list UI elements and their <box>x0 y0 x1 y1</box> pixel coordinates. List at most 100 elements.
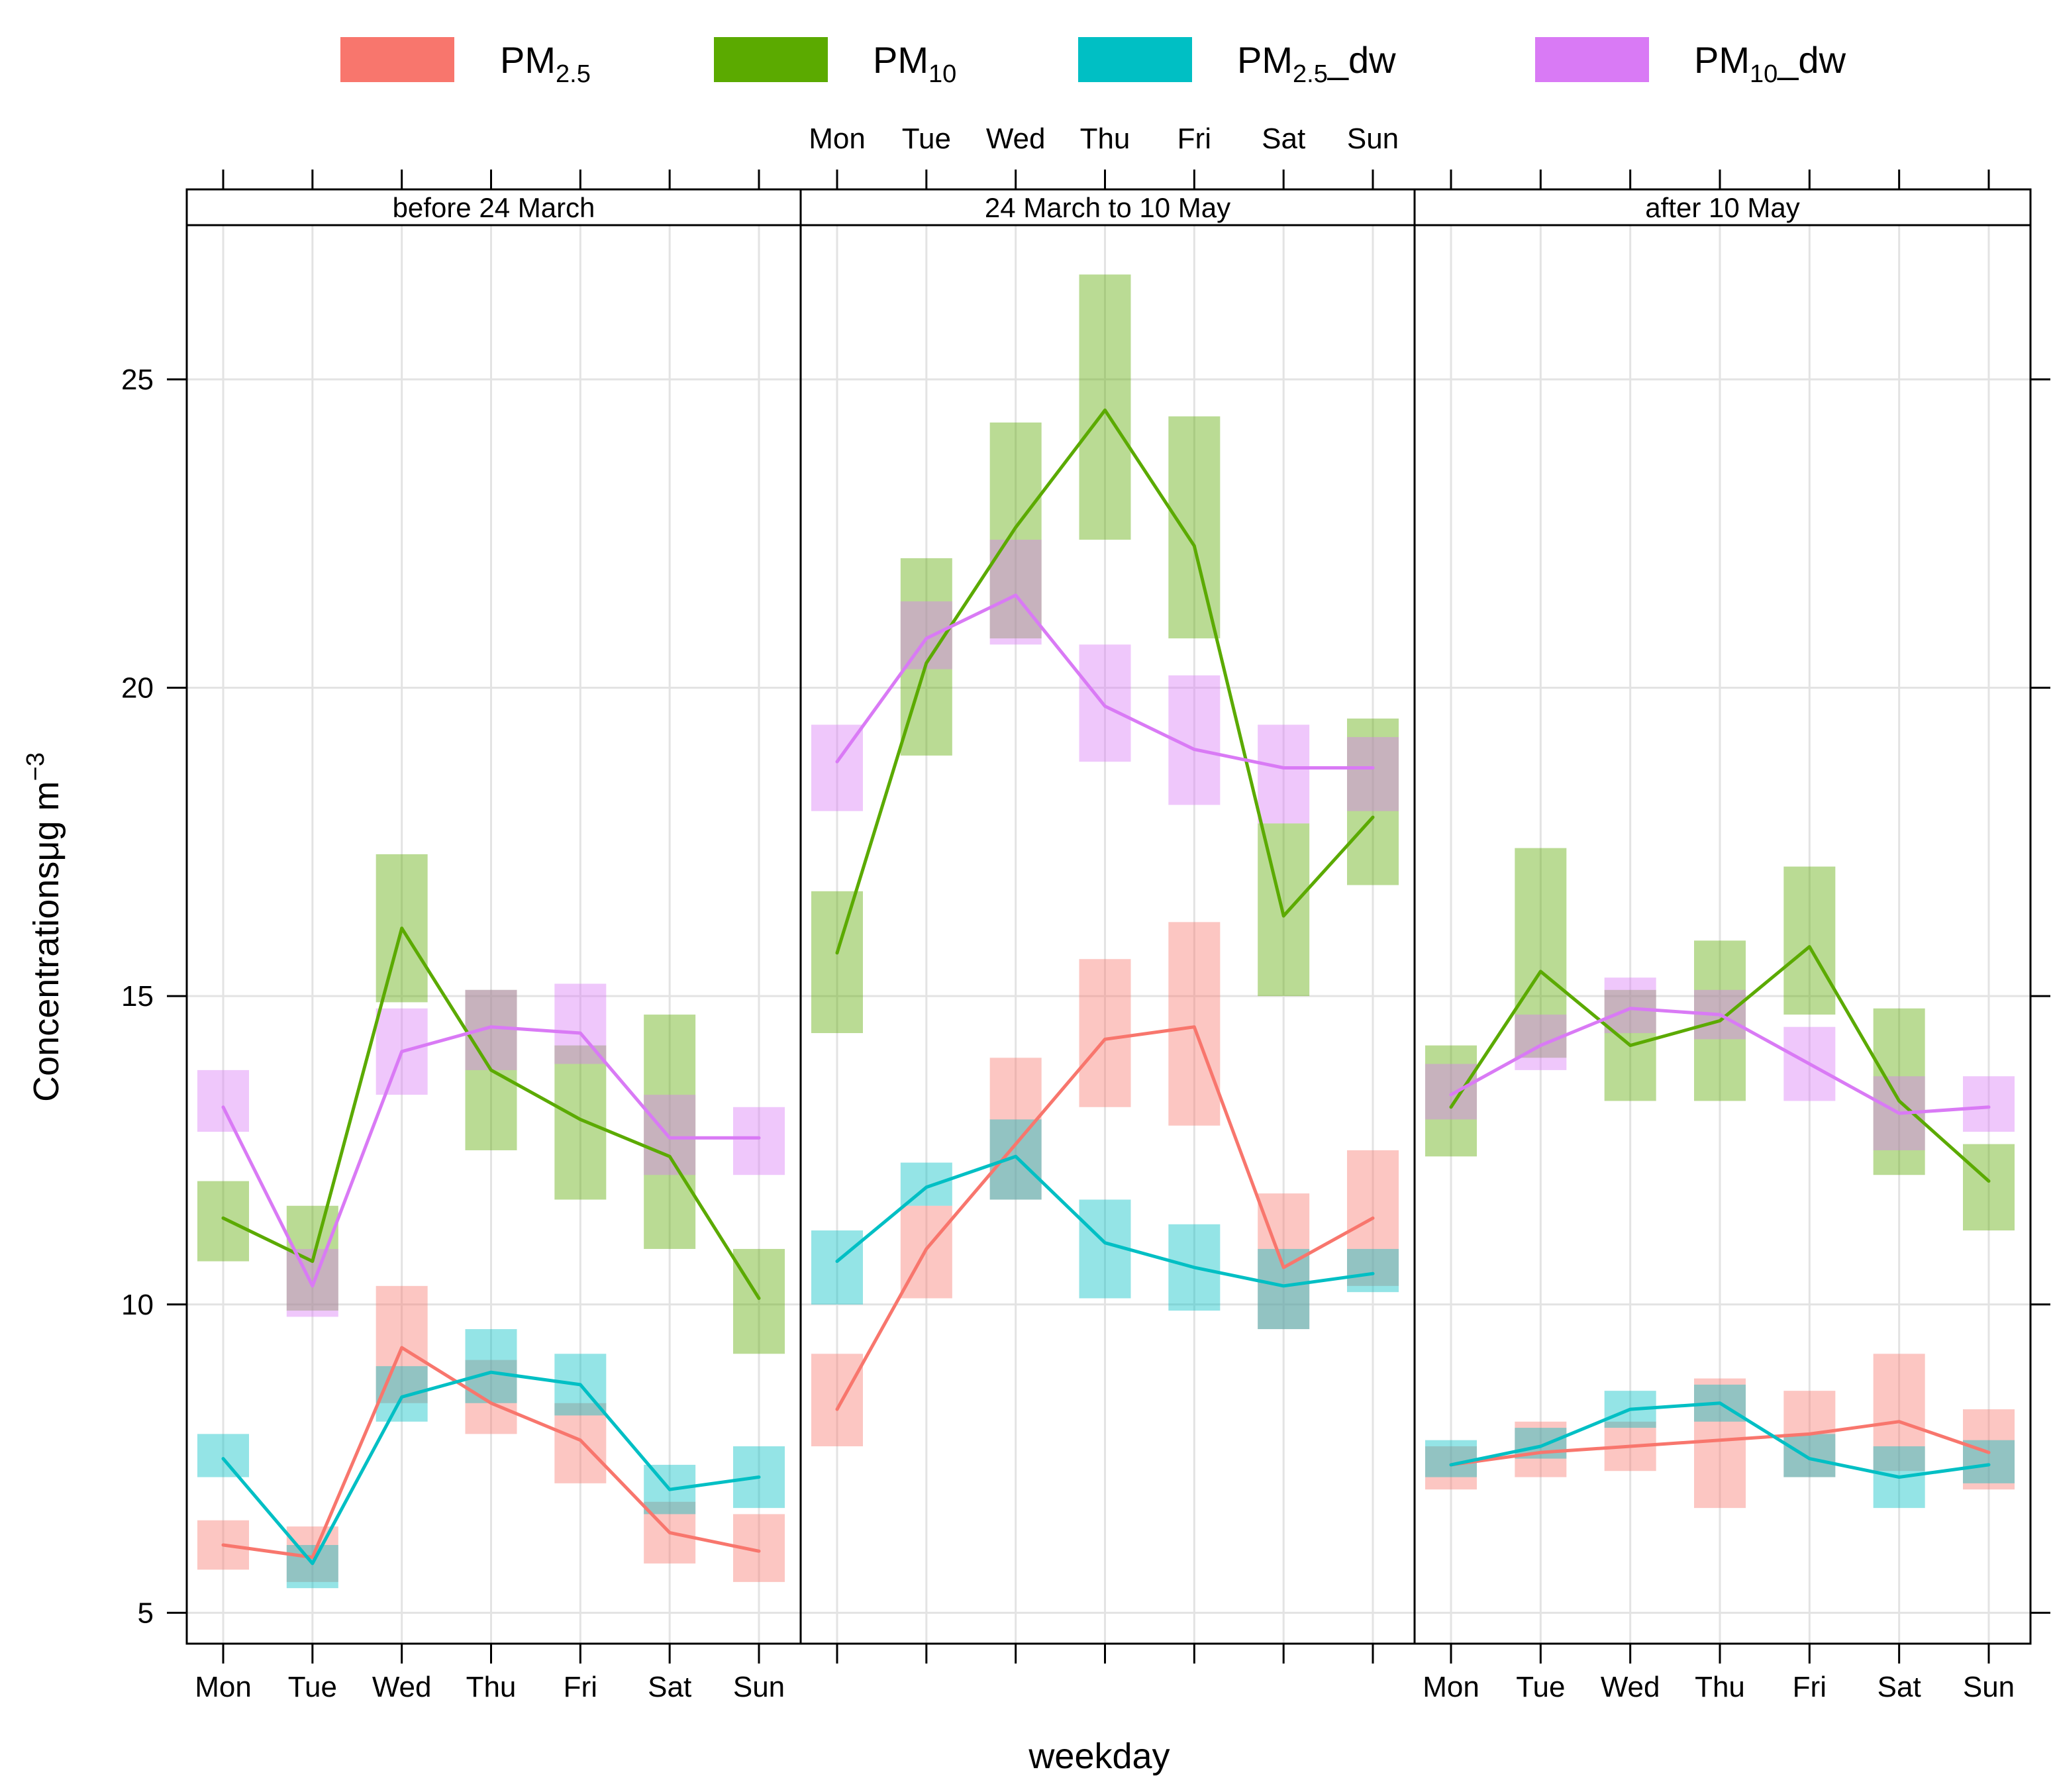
band-pm25dw-p3-Mon <box>1425 1440 1477 1477</box>
band-pm10-p1-Mon <box>197 1181 249 1262</box>
grid <box>187 225 2030 1644</box>
legend-swatch-pm10 <box>714 37 828 82</box>
axes: Mon Tue Wed Thu Fri Sat Sun Mon Tue Wed Thu Fri Sat S… <box>121 123 2050 1703</box>
panel-title-3: after 10 May <box>1645 192 1799 223</box>
band-pm25-p3-Sun <box>1963 1409 2015 1490</box>
x-tick-label-top-Mon: Mon <box>809 123 866 155</box>
x-tick-label-bottom-p3-Mon: Mon <box>1423 1671 1479 1703</box>
band-pm10dw-p2-Thu <box>1079 644 1131 762</box>
band-pm10dw-p2-Sun <box>1347 736 1399 811</box>
legend-item-pm10: PM10 <box>714 37 956 88</box>
legend-item-pm25: PM2.5 <box>340 37 591 88</box>
y-tick-label-20: 20 <box>121 672 154 704</box>
legend-label-pm25dw: PM2.5_dw <box>1237 39 1396 88</box>
band-pm25-p2-Mon <box>811 1354 863 1446</box>
band-pm10-p2-Fri <box>1168 416 1221 638</box>
legend-label-pm25: PM2.5 <box>500 39 591 88</box>
line-pm25-p2 <box>835 1025 1375 1411</box>
x-tick-label-bottom-p1-Sat: Sat <box>648 1671 691 1703</box>
band-pm10-p3-Sun <box>1963 1144 2015 1231</box>
y-axis-title-main: Concentrations <box>26 862 66 1102</box>
x-tick-label-bottom-p3-Wed: Wed <box>1601 1671 1660 1703</box>
band-pm25-p3-Thu <box>1694 1378 1746 1509</box>
band-pm25-p1-Fri <box>554 1403 607 1483</box>
y-tick-label-25: 25 <box>121 364 154 396</box>
y-tick-label-5: 5 <box>138 1597 154 1629</box>
band-pm10-p3-Fri <box>1783 866 1836 1015</box>
band-pm10dw-p1-Fri <box>554 983 607 1064</box>
y-axis-title-exponent: −3 <box>22 752 50 781</box>
x-tick-label-top-Thu: Thu <box>1080 123 1130 155</box>
band-pm10dw-p1-Sun <box>733 1107 785 1175</box>
band-pm10dw-p1-Thu <box>465 989 517 1070</box>
x-tick-label-top-Wed: Wed <box>986 123 1046 155</box>
band-pm10-p1-Fri <box>554 1045 607 1200</box>
panel-frames: before 24 March 24 March to 10 May after 1… <box>185 188 2032 1645</box>
legend: PM2.5 PM10 PM2.5_dw PM10_dw <box>340 37 1846 88</box>
line-pm25dw-p2 <box>835 1154 1375 1288</box>
line-pm25-p1 <box>221 1346 761 1560</box>
x-tick-label-bottom-p1-Wed: Wed <box>372 1671 432 1703</box>
band-pm25dw-p2-Sun <box>1347 1248 1399 1293</box>
band-pm25-p2-Thu <box>1079 959 1131 1107</box>
panel-title-1: before 24 March <box>393 192 595 223</box>
x-tick-label-bottom-p1-Fri: Fri <box>564 1671 597 1703</box>
x-tick-label-top-Sat: Sat <box>1262 123 1305 155</box>
band-pm25dw-p2-Wed <box>989 1119 1042 1200</box>
band-pm25-p1-Wed <box>376 1285 428 1403</box>
band-pm25-p3-Mon <box>1425 1446 1477 1490</box>
panel-strip-2 <box>799 188 1416 226</box>
line-pm10-p1 <box>221 926 761 1300</box>
legend-item-pm25dw: PM2.5_dw <box>1078 37 1396 88</box>
line-pm25dw-p1 <box>221 1370 761 1566</box>
confidence-bands <box>197 274 2015 1589</box>
band-pm10-p1-Sat <box>644 1015 696 1249</box>
legend-label-pm10: PM10 <box>873 39 956 88</box>
x-tick-label-bottom-p3-Sat: Sat <box>1878 1671 1921 1703</box>
band-pm25dw-p2-Tue <box>900 1162 952 1206</box>
band-pm25dw-p1-Mon <box>197 1434 249 1477</box>
line-pm10-p2 <box>835 408 1375 955</box>
x-tick-label-bottom-p3-Thu: Thu <box>1695 1671 1745 1703</box>
band-pm25dw-p1-Tue <box>286 1544 338 1589</box>
band-pm10dw-p3-Wed <box>1604 977 1656 1034</box>
line-pm10dw-p2 <box>835 593 1375 770</box>
x-tick-label-top-Fri: Fri <box>1177 123 1211 155</box>
line-pm25-p3 <box>1449 1420 1991 1467</box>
x-tick-label-bottom-p1-Thu: Thu <box>466 1671 517 1703</box>
band-pm10dw-p3-Tue <box>1515 1015 1567 1070</box>
series-lines <box>221 408 1991 1566</box>
band-pm10-p2-Mon <box>811 891 863 1034</box>
band-pm25-p2-Wed <box>989 1058 1042 1200</box>
y-tick-label-15: 15 <box>121 980 154 1013</box>
band-pm10dw-p3-Sun <box>1963 1076 2015 1132</box>
x-tick-label-bottom-p1-Sun: Sun <box>733 1671 785 1703</box>
band-pm10dw-p1-Sat <box>644 1095 696 1175</box>
legend-swatch-pm25 <box>340 37 454 82</box>
line-pm10dw-p3 <box>1449 1007 1991 1115</box>
x-tick-label-bottom-p1-Tue: Tue <box>288 1671 337 1703</box>
band-pm10-p3-Sat <box>1873 1008 1925 1175</box>
band-pm10dw-p2-Wed <box>989 539 1042 645</box>
x-tick-label-top-Tue: Tue <box>902 123 951 155</box>
band-pm10-p3-Tue <box>1515 848 1567 1058</box>
x-tick-label-bottom-p3-Tue: Tue <box>1516 1671 1565 1703</box>
x-tick-label-bottom-p3-Fri: Fri <box>1793 1671 1827 1703</box>
band-pm25dw-p3-Fri <box>1783 1434 1836 1477</box>
band-pm10dw-p1-Mon <box>197 1070 249 1132</box>
panel-title-2: 24 March to 10 May <box>985 192 1230 223</box>
x-tick-label-bottom-p3-Sun: Sun <box>1963 1671 2015 1703</box>
legend-swatch-pm10dw <box>1535 37 1649 82</box>
band-pm10dw-p2-Sat <box>1258 724 1310 824</box>
y-tick-label-10: 10 <box>121 1289 154 1321</box>
band-pm10-p2-Sun <box>1347 719 1399 885</box>
line-pm10dw-p1 <box>221 1025 761 1288</box>
x-tick-label-top-Sun: Sun <box>1347 123 1399 155</box>
band-pm10-p1-Sun <box>733 1248 785 1354</box>
legend-label-pm10dw: PM10_dw <box>1694 39 1846 88</box>
line-pm10-p3 <box>1449 945 1991 1183</box>
band-pm25-p3-Sat <box>1873 1354 1925 1471</box>
y-axis-title-unit: μg m <box>26 781 66 861</box>
